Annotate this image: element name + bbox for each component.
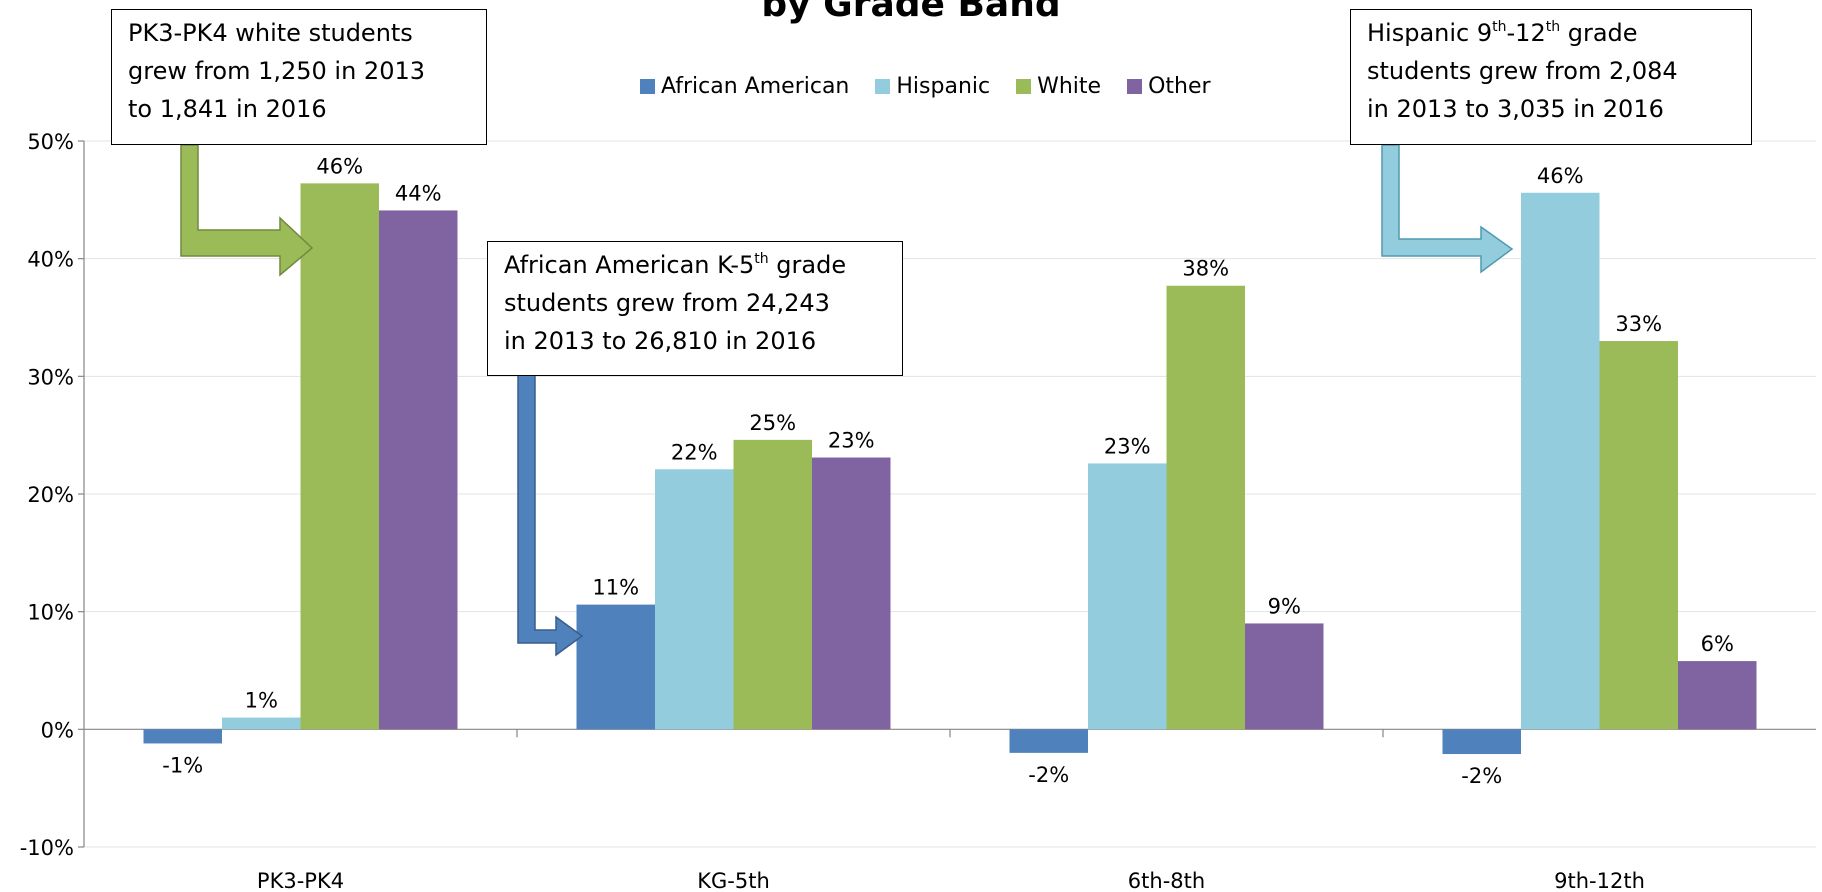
data-label: 23%: [828, 429, 875, 453]
data-label: -2%: [1461, 764, 1502, 788]
callout-african-american-k5: African American K-5th grade students gr…: [487, 241, 903, 376]
callout-line: students grew from 24,243: [504, 289, 830, 317]
legend: African American Hispanic White Other: [640, 73, 1237, 99]
y-tick-label: 10%: [27, 601, 74, 625]
callout-line: PK3-PK4 white students: [128, 19, 413, 47]
bars: [143, 183, 1757, 755]
bar: [1599, 341, 1678, 730]
bar: [300, 183, 379, 730]
bar: [1166, 285, 1245, 730]
data-label: 44%: [395, 181, 442, 205]
x-tick-label: PK3-PK4: [257, 869, 344, 892]
data-label: 25%: [749, 411, 796, 435]
chart-title: by Grade Band: [761, 0, 1061, 25]
legend-item-white: White: [1016, 74, 1101, 99]
bar: [379, 210, 458, 730]
data-label: 22%: [671, 440, 718, 464]
data-label: 11%: [592, 576, 639, 600]
callout-superscript: th: [754, 251, 769, 267]
green-arrow-icon: [180, 144, 314, 277]
light-blue-arrow-icon: [1381, 144, 1514, 274]
callout-hispanic-9-12: Hispanic 9th-12th grade students grew fr…: [1350, 9, 1752, 145]
bar: [655, 469, 734, 730]
callout-white-pk3-pk4: PK3-PK4 white students grew from 1,250 i…: [111, 9, 487, 145]
data-label: 46%: [1537, 164, 1584, 188]
data-label: 6%: [1701, 632, 1734, 656]
callout-line: to 1,841 in 2016: [128, 95, 327, 123]
legend-swatch: [1016, 78, 1032, 94]
callout-text: grade: [768, 251, 847, 279]
legend-label: Hispanic: [896, 73, 991, 99]
legend-item-african-american: African American: [640, 74, 849, 99]
axes: -10% 0% 10% 20% 30% 40% 50% PK3-PK4 KG-5th 6th-8t…: [20, 130, 1816, 892]
legend-label: Other: [1148, 73, 1211, 99]
bar: [733, 439, 812, 730]
bar: [1521, 192, 1600, 730]
legend-label: White: [1037, 73, 1102, 99]
bar: [1442, 729, 1521, 755]
x-tick-label: 6th-8th: [1128, 869, 1205, 892]
blue-arrow-icon: [517, 374, 584, 657]
callout-line: Hispanic 9th-12th grade: [1367, 14, 1735, 52]
bar: [1245, 623, 1324, 730]
bar: [812, 457, 891, 730]
callout-superscript: th: [1492, 19, 1507, 35]
callout-line: African American K-5th grade: [504, 246, 886, 284]
data-labels: -1% 11% -2% -2% 1% 22% 23% 46% 46% 25% 38% 33% 44% 23…: [162, 154, 1734, 788]
legend-item-other: Other: [1127, 73, 1211, 99]
callout-line: in 2013 to 3,035 in 2016: [1367, 95, 1664, 123]
y-tick-label: 30%: [27, 365, 74, 389]
callout-arrows: [180, 144, 1514, 657]
legend-label: African American: [661, 73, 850, 99]
data-label: -1%: [162, 753, 203, 777]
callout-text: Hispanic 9: [1367, 19, 1493, 47]
callout-line: students grew from 2,084: [1367, 57, 1678, 85]
x-tick-label: KG-5th: [697, 869, 770, 892]
data-label: 33%: [1615, 312, 1662, 336]
data-label: 23%: [1104, 434, 1151, 458]
bar: [1088, 463, 1167, 730]
y-tick-label: -10%: [20, 836, 74, 860]
callout-line: grew from 1,250 in 2013: [128, 57, 425, 85]
legend-swatch: [1127, 78, 1143, 94]
data-label: 38%: [1182, 257, 1229, 281]
callout-text: African American K-5: [504, 251, 755, 279]
legend-item-hispanic: Hispanic: [875, 74, 990, 99]
y-tick-label: 20%: [27, 483, 74, 507]
bar: [1009, 729, 1088, 753]
data-label: -2%: [1028, 763, 1069, 787]
callout-text: grade: [1560, 19, 1638, 47]
y-tick-label: 0%: [41, 718, 74, 742]
x-tick-label: 9th-12th: [1554, 869, 1645, 892]
callout-text: -12: [1506, 19, 1546, 47]
bar: [576, 604, 655, 730]
callout-superscript: th: [1545, 19, 1561, 35]
legend-swatch: [875, 78, 891, 94]
y-tick-label: 50%: [27, 130, 74, 154]
callout-line: in 2013 to 26,810 in 2016: [504, 327, 817, 355]
bar: [1678, 661, 1757, 730]
legend-swatch: [640, 78, 655, 94]
bar: [143, 729, 222, 744]
data-label: 1%: [245, 689, 278, 713]
data-label: 9%: [1268, 594, 1301, 618]
data-label: 46%: [316, 154, 363, 178]
y-tick-label: 40%: [27, 248, 74, 272]
bar: [222, 717, 301, 730]
